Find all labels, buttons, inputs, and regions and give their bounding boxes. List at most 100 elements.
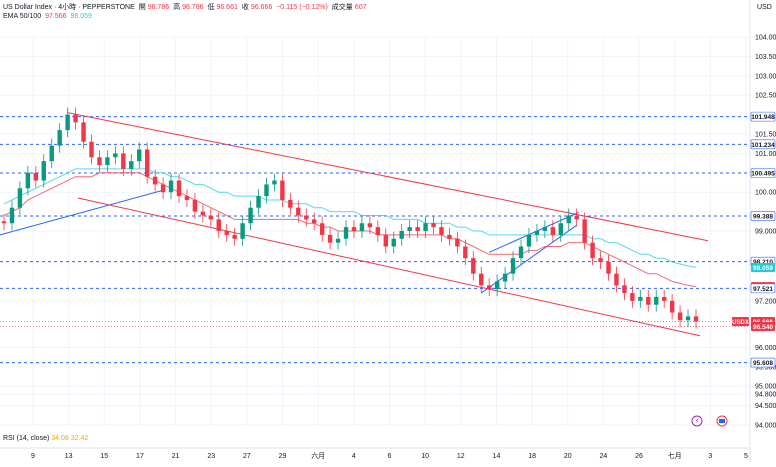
x-tick-label: 七月	[668, 451, 682, 460]
candle-body	[73, 114, 78, 123]
candle-body	[669, 300, 675, 313]
x-tick-label: 23	[207, 453, 215, 460]
candle-body	[661, 296, 667, 301]
candle-body	[192, 199, 198, 212]
candle-body	[160, 184, 166, 193]
candle-body	[471, 258, 476, 274]
candle-body	[89, 141, 94, 158]
candle-body	[168, 180, 174, 193]
candle-body	[351, 227, 357, 231]
candle-body	[216, 219, 221, 231]
ema50-line	[3, 172, 697, 288]
price-tag-bg	[750, 283, 776, 294]
candle-body	[574, 215, 579, 220]
candle-body	[327, 234, 333, 243]
candle-body	[137, 149, 142, 162]
symbol-tag-label: USDX	[732, 320, 749, 326]
candle-body	[598, 258, 603, 263]
candle-body	[256, 196, 261, 208]
grid	[0, 36, 750, 426]
candle-body	[57, 130, 62, 146]
candle-body	[184, 196, 190, 200]
price-tag-bg	[751, 263, 775, 273]
candle-body	[518, 246, 524, 259]
x-tick-label: 24	[600, 453, 608, 460]
candle-body	[494, 281, 500, 290]
x-tick-label: 13	[65, 453, 73, 460]
candle-body	[33, 172, 39, 181]
x-tick-label: 29	[279, 453, 287, 460]
candle-body	[105, 157, 110, 166]
y-tick-label: 94.800	[755, 391, 776, 398]
x-tick-label: 26	[635, 453, 643, 460]
y-tick-label: 94.000	[755, 423, 776, 430]
close-label: 收	[241, 4, 249, 11]
candle-body	[399, 231, 404, 239]
wedge-upper-line	[488, 211, 579, 253]
symbol-title: US Dollar Index · 4小時 · PEPPERSTONE	[3, 4, 135, 11]
symbol-tag-bg	[732, 317, 749, 327]
price-tag-label: 95.608	[753, 360, 773, 367]
candle-body	[121, 153, 126, 169]
candle-body	[296, 207, 301, 216]
candles	[1, 107, 699, 329]
candle-body	[407, 227, 412, 231]
y-tick-label: 94.500	[755, 403, 776, 410]
axis-currency: USD	[757, 4, 772, 11]
candle-body	[614, 273, 619, 286]
candle-body	[423, 223, 428, 231]
ema-legend: EMA 50/100 97.566 98.059	[3, 12, 94, 21]
price-axis: 104.000 103.500 103.000 102.500 101.500 101.0…	[749, 0, 776, 462]
price-tag-label: 100.495	[751, 170, 775, 177]
x-tick-label: 17	[136, 453, 144, 460]
support-line	[0, 189, 164, 236]
candle-body	[439, 227, 444, 235]
candle-body	[550, 227, 556, 235]
chart-icons: ⚡	[691, 415, 728, 427]
candle-body	[383, 234, 388, 247]
candle-body	[335, 238, 341, 243]
y-tick-label: 103.000	[755, 73, 776, 80]
candle-body	[646, 296, 651, 305]
price-tag-bg	[750, 211, 776, 221]
price-tag-bg	[750, 357, 776, 368]
rsi-value: 34.08	[51, 435, 69, 442]
candle-body	[152, 176, 158, 185]
rsi-legend: RSI (14, close) 34.08 32.42	[3, 435, 88, 442]
candle-body	[526, 234, 532, 247]
ema-legend-label: EMA 50/100	[3, 13, 42, 20]
y-tick-label: 99.000	[755, 229, 776, 236]
volume-value: 607	[354, 4, 367, 11]
low-label: 低	[207, 4, 215, 11]
y-tick-label: 102.500	[755, 93, 776, 100]
candle-body	[25, 172, 31, 189]
candle-body	[264, 184, 269, 197]
x-tick-label: 20	[564, 453, 572, 460]
price-tag-label: 101.948	[751, 114, 775, 121]
candle-body	[693, 316, 699, 322]
x-tick-label: 14	[493, 453, 501, 460]
horizontal-lines	[0, 116, 750, 364]
candle-body	[312, 219, 317, 224]
x-tick-label: 4	[352, 453, 356, 460]
y-tick-label: 95.000	[755, 384, 776, 391]
ema100-value: 98.059	[70, 13, 92, 20]
candle-body	[685, 316, 691, 321]
candle-body	[319, 223, 325, 235]
candle-body	[65, 114, 70, 131]
candle-body	[97, 157, 102, 166]
change-value: −0.115 (−0.12%)	[276, 4, 328, 11]
y-tick-label: 104.000	[755, 35, 776, 42]
candle-body	[9, 207, 15, 224]
candle-body	[367, 223, 373, 228]
low-value: 96.661	[216, 4, 238, 11]
y-tick-label: 95.500	[755, 364, 776, 371]
y-tick-label: 96.000	[755, 345, 776, 352]
candle-body	[590, 242, 595, 259]
candle-body	[510, 258, 516, 274]
candle-body	[288, 199, 293, 208]
channel-upper-line	[67, 112, 709, 242]
